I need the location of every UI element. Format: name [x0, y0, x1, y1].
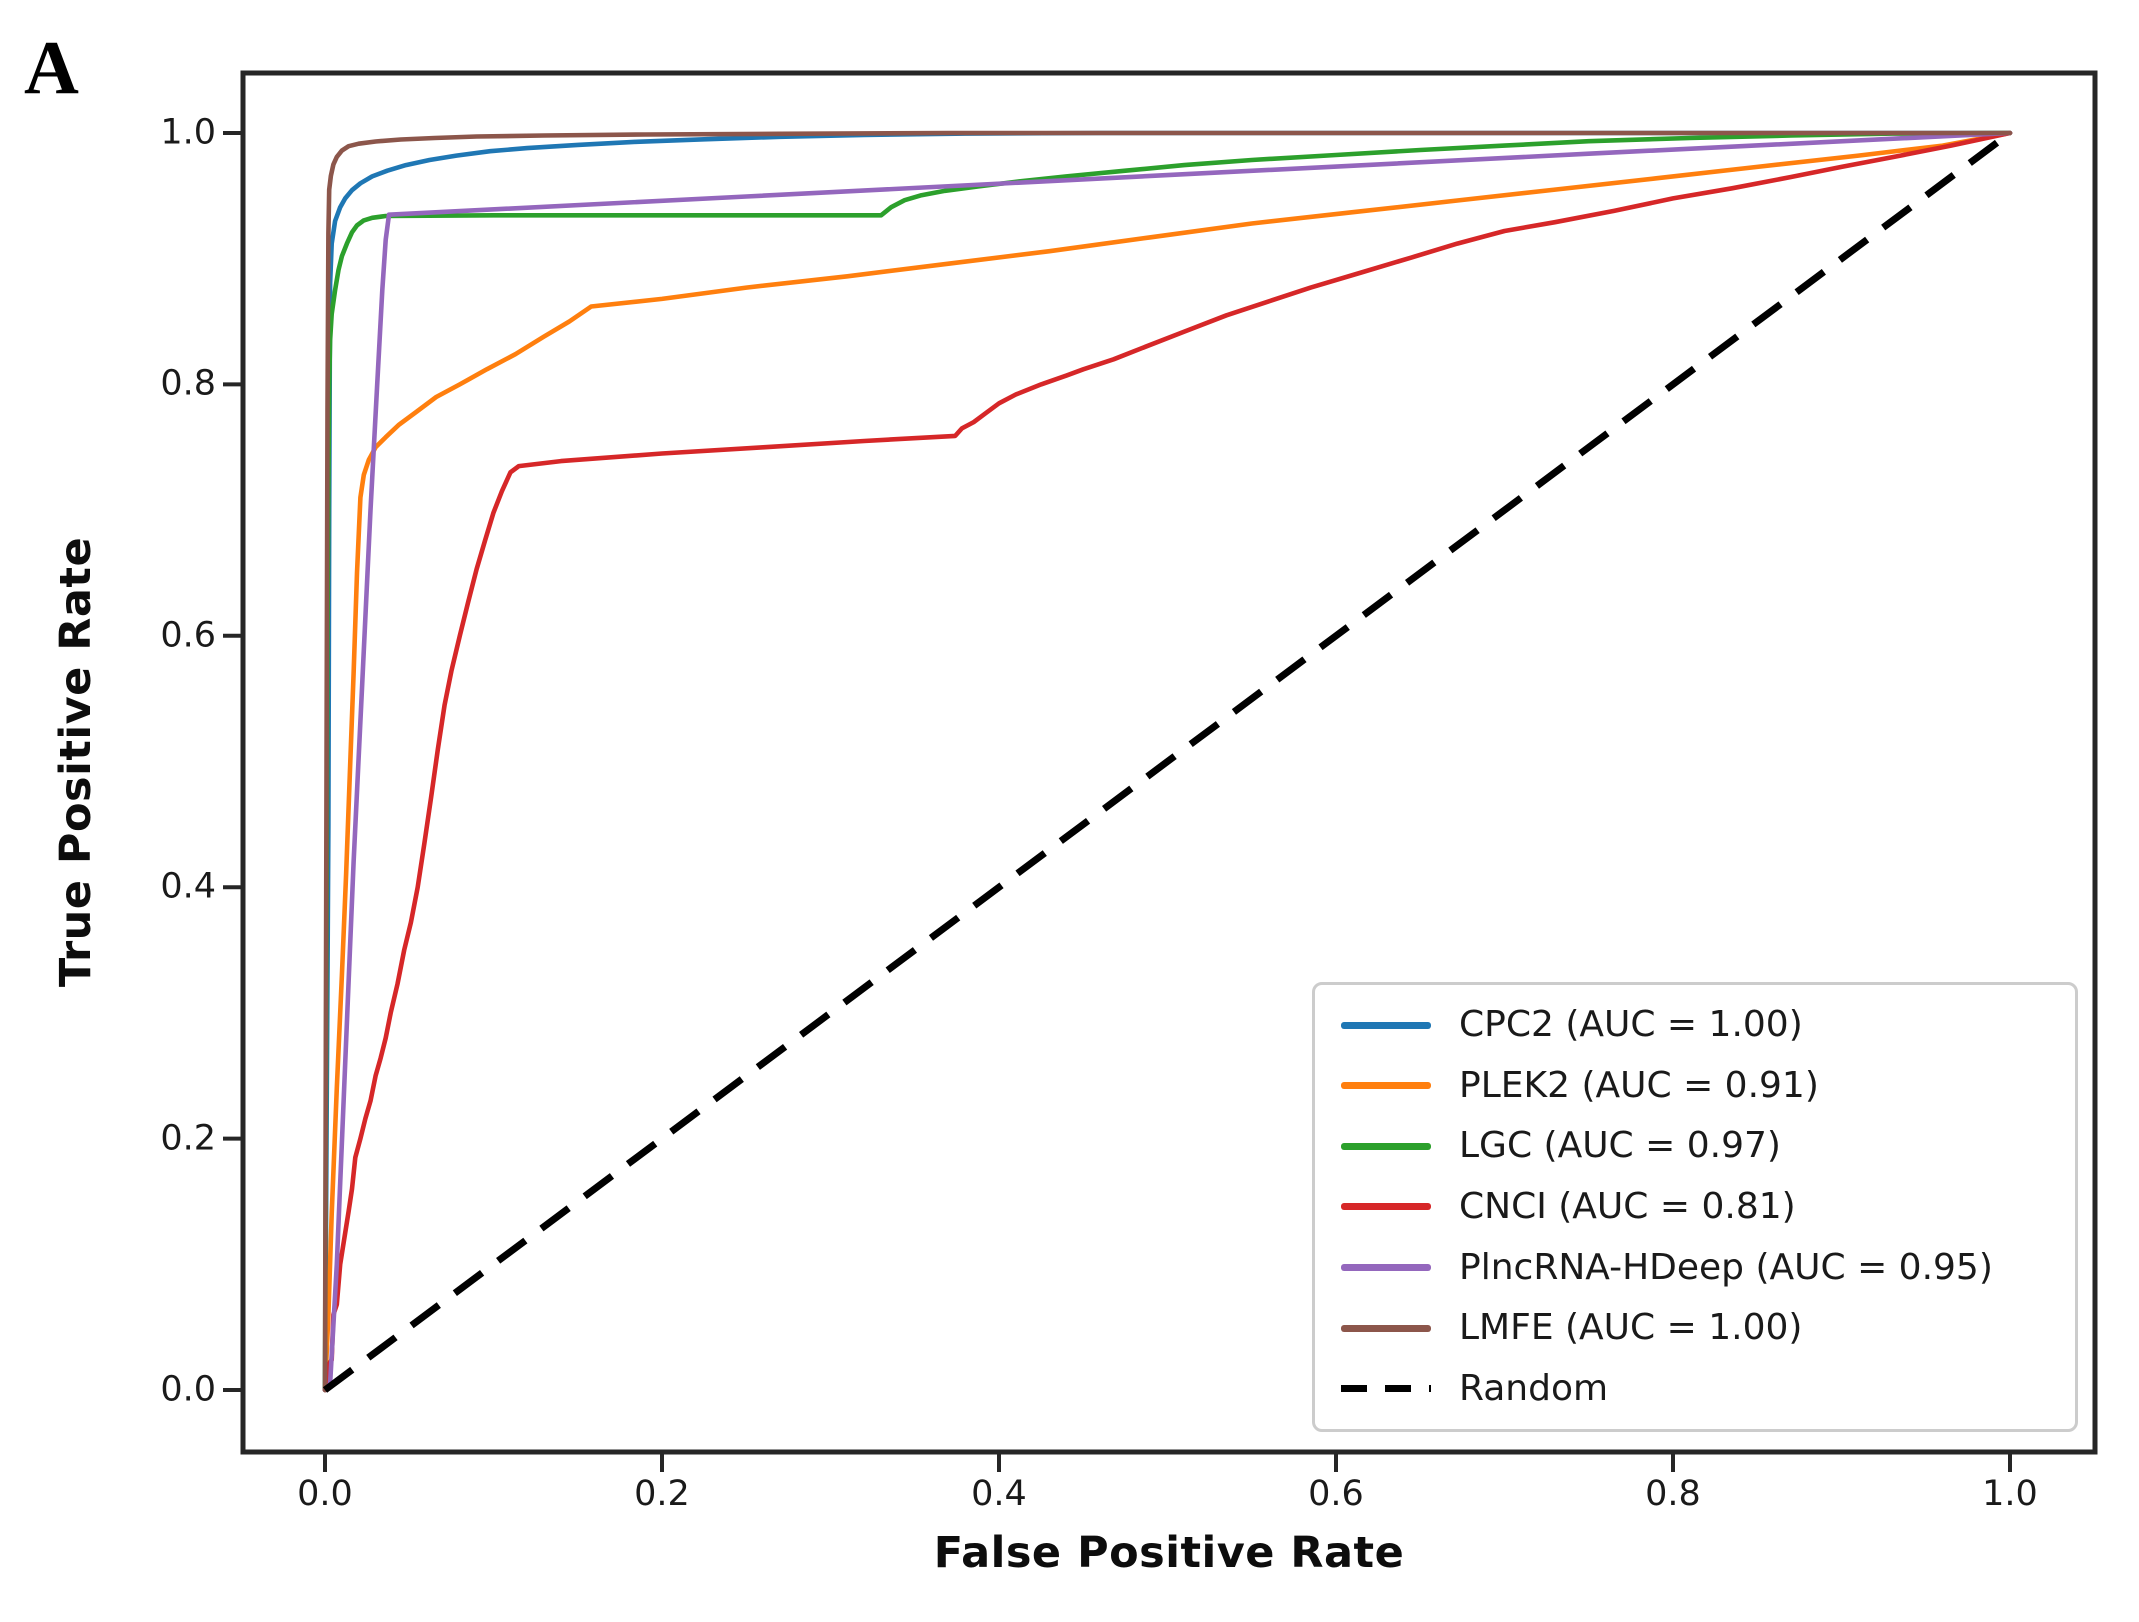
legend-swatch-plncrna-hdeep: [1341, 1264, 1431, 1272]
x-tick-label: 0.8: [1645, 1474, 1701, 1514]
curve-lmfe: [322, 130, 2013, 1393]
legend-swatch-cpc2: [1341, 1021, 1431, 1029]
panel-label: A: [24, 26, 79, 110]
x-tick-label: 0.2: [634, 1474, 690, 1514]
y-tick-label: 0.2: [160, 1118, 216, 1159]
legend-item-lgc: LGC (AUC = 0.97): [1341, 1128, 2065, 1164]
y-axis-title: True Positive Rate: [51, 536, 101, 988]
legend-item-cpc2: CPC2 (AUC = 1.00): [1341, 1007, 2065, 1043]
y-tick-label: 1.0: [160, 112, 216, 153]
legend-label-random: Random: [1459, 1367, 1609, 1409]
axis-ticks: [223, 131, 2012, 1472]
legend-swatch-random: [1341, 1385, 1431, 1393]
legend-swatch-lgc: [1341, 1142, 1431, 1150]
legend-swatch-cnci: [1341, 1203, 1431, 1211]
x-tick-label: 1.0: [1982, 1474, 2038, 1514]
curve-cnci: [322, 130, 2013, 1393]
curve-lgc: [322, 130, 2013, 1393]
legend-label-cnci: CNCI (AUC = 0.81): [1459, 1185, 1796, 1227]
legend-label-lmfe: LMFE (AUC = 1.00): [1459, 1307, 1803, 1349]
x-tick-label: 0.6: [1308, 1474, 1364, 1514]
legend-label-cpc2: CPC2 (AUC = 1.00): [1459, 1004, 1803, 1046]
curve-cpc2: [322, 130, 2013, 1393]
legend-item-plncrna-hdeep: PlncRNA-HDeep (AUC = 0.95): [1341, 1246, 2065, 1288]
legend-label-lgc: LGC (AUC = 0.97): [1459, 1125, 1781, 1167]
y-tick-label: 0.8: [160, 363, 216, 404]
roc-curves: [322, 130, 2013, 1393]
x-tick-label: 0.4: [971, 1474, 1027, 1514]
x-axis-title: False Positive Rate: [933, 1528, 1405, 1578]
legend-label-plek2: PLEK2 (AUC = 0.91): [1459, 1064, 1819, 1106]
legend: CPC2 (AUC = 1.00) PLEK2 (AUC = 0.91) LGC (…: [1312, 982, 2078, 1432]
curve-plek2: [322, 130, 2013, 1393]
y-tick-label: 0.0: [160, 1369, 216, 1410]
legend-item-lmfe: LMFE (AUC = 1.00): [1341, 1310, 2065, 1346]
curve-plncrna-hdeep: [322, 130, 2013, 1393]
x-tick-label: 0.0: [297, 1474, 353, 1514]
curve-random: [322, 130, 2013, 1393]
legend-item-random: Random: [1341, 1367, 2065, 1409]
legend-swatch-lmfe: [1341, 1324, 1431, 1332]
legend-item-plek2: PLEK2 (AUC = 0.91): [1341, 1064, 2065, 1106]
legend-item-cnci: CNCI (AUC = 0.81): [1341, 1185, 2065, 1227]
y-tick-label: 0.6: [160, 615, 216, 656]
legend-label-plncrna-hdeep: PlncRNA-HDeep (AUC = 0.95): [1459, 1246, 1993, 1288]
legend-swatch-plek2: [1341, 1082, 1431, 1090]
y-tick-label: 0.4: [160, 866, 216, 907]
axes-frame: [240, 70, 2098, 1455]
